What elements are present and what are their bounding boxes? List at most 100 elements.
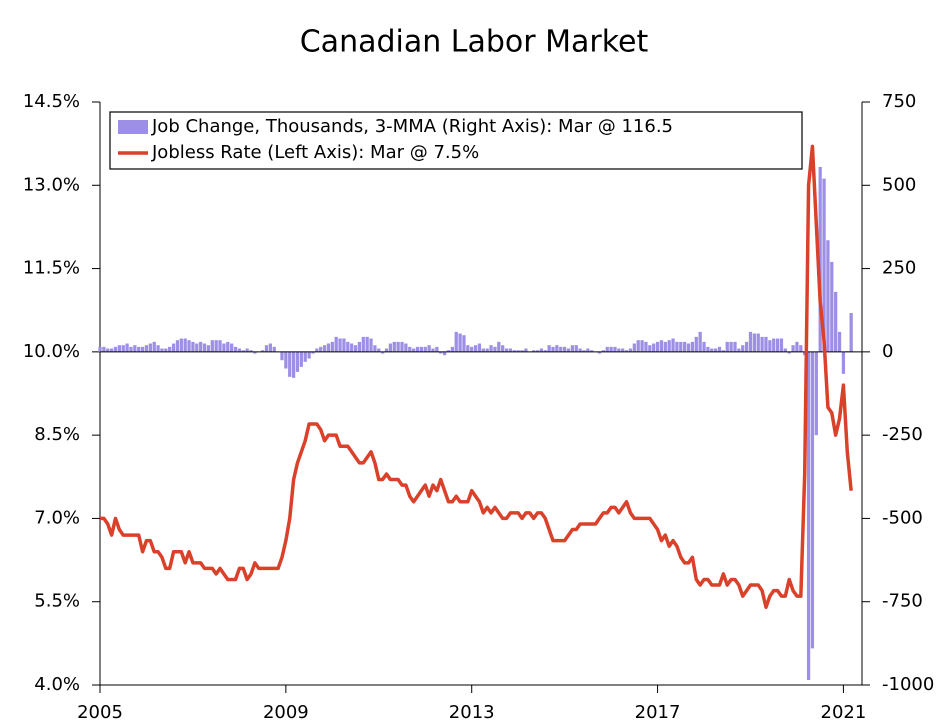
y-tick-label: 13.0% bbox=[23, 174, 80, 195]
bar bbox=[624, 350, 629, 352]
bar bbox=[752, 333, 756, 352]
bar bbox=[249, 350, 253, 352]
bar bbox=[144, 345, 149, 352]
bar bbox=[326, 343, 331, 352]
bar bbox=[729, 341, 733, 352]
bar bbox=[140, 346, 145, 352]
y2-tick-label: -1000 bbox=[882, 674, 934, 695]
bar bbox=[733, 341, 737, 352]
bar bbox=[702, 341, 706, 352]
bar bbox=[532, 350, 536, 352]
bar bbox=[590, 350, 594, 352]
bar bbox=[818, 166, 822, 352]
bar bbox=[253, 351, 257, 354]
bar bbox=[535, 350, 540, 352]
bar bbox=[679, 341, 683, 352]
bar bbox=[671, 338, 675, 352]
y-tick-label: 8.5% bbox=[34, 424, 80, 445]
bar bbox=[113, 346, 118, 352]
bar bbox=[504, 348, 509, 352]
bar bbox=[268, 343, 272, 352]
bar bbox=[721, 350, 726, 352]
y2-tick-label: 0 bbox=[882, 341, 893, 362]
y2-tick-label: -250 bbox=[882, 424, 923, 445]
bar bbox=[384, 348, 389, 352]
bar bbox=[109, 348, 114, 352]
bar bbox=[218, 340, 222, 352]
bar bbox=[365, 336, 369, 352]
bar bbox=[601, 350, 605, 352]
bar bbox=[230, 343, 234, 352]
bar bbox=[764, 336, 768, 352]
bar bbox=[648, 345, 652, 352]
bar bbox=[570, 345, 575, 352]
bar bbox=[311, 351, 315, 354]
bar bbox=[338, 338, 342, 352]
bar bbox=[191, 341, 195, 352]
bar bbox=[837, 331, 842, 352]
legend-label: Jobless Rate (Left Axis): Mar @ 7.5% bbox=[151, 142, 479, 163]
y-tick-label: 10.0% bbox=[23, 341, 80, 362]
bar bbox=[485, 348, 489, 352]
bar bbox=[652, 343, 656, 352]
bar bbox=[508, 348, 513, 352]
bar bbox=[179, 338, 183, 352]
bar bbox=[295, 351, 300, 372]
line bbox=[100, 144, 853, 610]
bar bbox=[446, 350, 451, 352]
bar bbox=[563, 346, 567, 352]
x-tick-label: 2021 bbox=[821, 702, 867, 723]
bar bbox=[303, 351, 307, 362]
y-tick-label: 7.0% bbox=[34, 507, 80, 528]
bar bbox=[547, 345, 551, 352]
bar bbox=[121, 345, 125, 352]
bar bbox=[830, 261, 834, 352]
bar bbox=[245, 348, 249, 352]
legend-label: Job Change, Thousands, 3-MMA (Right Axis… bbox=[151, 116, 673, 137]
bar bbox=[741, 345, 745, 352]
y-tick-label: 11.5% bbox=[23, 258, 80, 279]
bar bbox=[98, 346, 102, 352]
bar bbox=[442, 351, 447, 356]
bar bbox=[489, 345, 493, 352]
bar bbox=[137, 346, 141, 352]
bar bbox=[655, 341, 660, 352]
legend-box bbox=[109, 111, 803, 170]
bar bbox=[775, 338, 780, 352]
bar bbox=[330, 341, 334, 352]
bar bbox=[288, 351, 292, 377]
bar bbox=[133, 345, 137, 352]
bar bbox=[369, 338, 373, 352]
bar bbox=[427, 345, 431, 352]
bar bbox=[551, 346, 555, 352]
bar bbox=[698, 331, 702, 352]
bar bbox=[667, 340, 671, 352]
bar bbox=[582, 350, 586, 352]
bar bbox=[117, 345, 121, 352]
bar bbox=[237, 348, 242, 352]
bar bbox=[501, 345, 505, 352]
bar bbox=[714, 348, 718, 352]
bar bbox=[706, 346, 710, 352]
bar bbox=[806, 351, 811, 681]
bar bbox=[748, 331, 753, 352]
bar bbox=[632, 343, 636, 352]
bar bbox=[175, 340, 180, 352]
bar bbox=[617, 348, 621, 352]
legend-swatch bbox=[118, 120, 148, 134]
bar bbox=[636, 340, 640, 352]
bar bbox=[760, 336, 764, 352]
bar bbox=[783, 348, 787, 352]
bar bbox=[822, 178, 826, 352]
bar bbox=[710, 348, 714, 352]
bar bbox=[415, 346, 420, 352]
bar bbox=[350, 343, 354, 352]
bar bbox=[481, 348, 485, 352]
y-tick-label: 4.0% bbox=[34, 674, 80, 695]
bar bbox=[264, 345, 269, 352]
y-tick-label: 14.5% bbox=[23, 91, 80, 112]
bar bbox=[458, 333, 462, 352]
bar bbox=[497, 341, 501, 352]
bar bbox=[609, 346, 613, 352]
